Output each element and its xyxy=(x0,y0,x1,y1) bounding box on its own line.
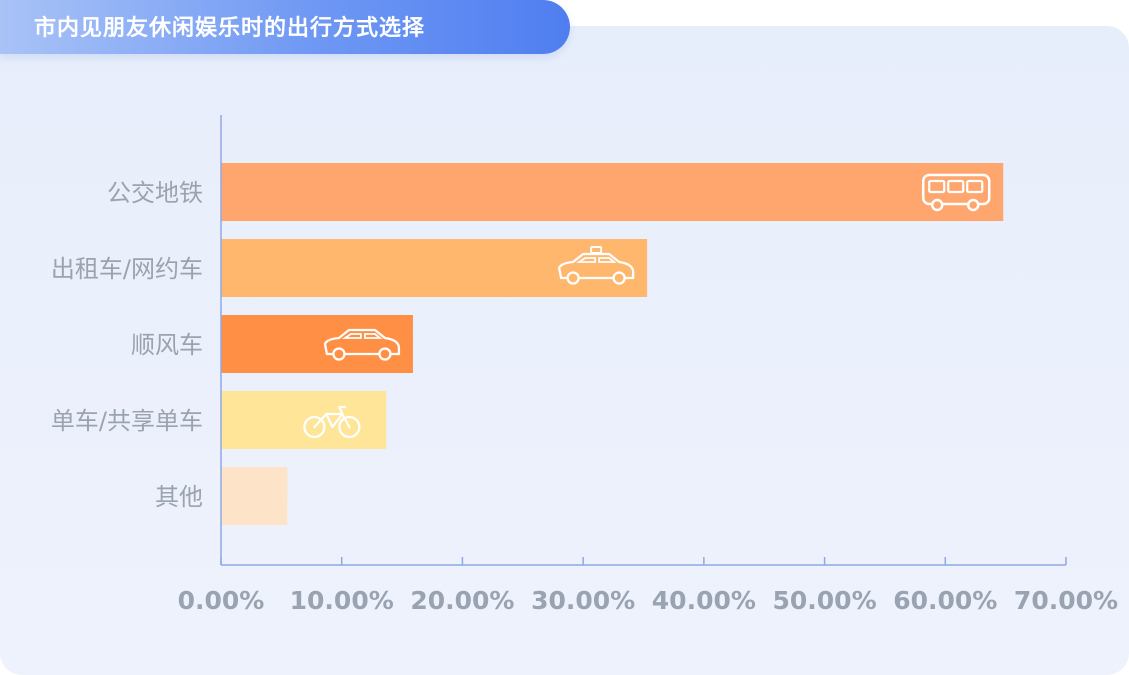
x-tick-label: 0.00% xyxy=(178,586,265,615)
category-label: 顺风车 xyxy=(131,331,203,359)
taxi-icon xyxy=(557,246,635,285)
bar-3 xyxy=(221,391,387,449)
x-tick-label: 30.00% xyxy=(531,586,635,615)
chart-panel xyxy=(0,26,1129,675)
x-tick-label: 60.00% xyxy=(893,586,997,615)
bar-0 xyxy=(221,163,1004,221)
category-label: 出租车/网约车 xyxy=(51,255,203,283)
bar-1 xyxy=(221,239,648,297)
x-tick-label: 70.00% xyxy=(1014,586,1118,615)
x-tick-label: 50.00% xyxy=(773,586,877,615)
bars-layer xyxy=(221,163,1004,525)
x-tick-label: 40.00% xyxy=(652,586,756,615)
category-label: 单车/共享单车 xyxy=(51,407,203,435)
chart-title: 市内见朋友休闲娱乐时的出行方式选择 xyxy=(34,16,426,41)
x-tick-label: 10.00% xyxy=(290,586,394,615)
bicycle-icon xyxy=(303,405,361,439)
bus-icon xyxy=(921,173,991,212)
bar-2 xyxy=(221,315,413,373)
x-tick-label: 20.00% xyxy=(410,586,514,615)
bar-4 xyxy=(221,467,288,525)
axis-layer xyxy=(220,115,1067,566)
category-label: 公交地铁 xyxy=(107,179,203,207)
category-label: 其他 xyxy=(155,483,203,511)
title-tab: 市内见朋友休闲娱乐时的出行方式选择 xyxy=(0,0,570,54)
car-icon xyxy=(323,328,401,361)
